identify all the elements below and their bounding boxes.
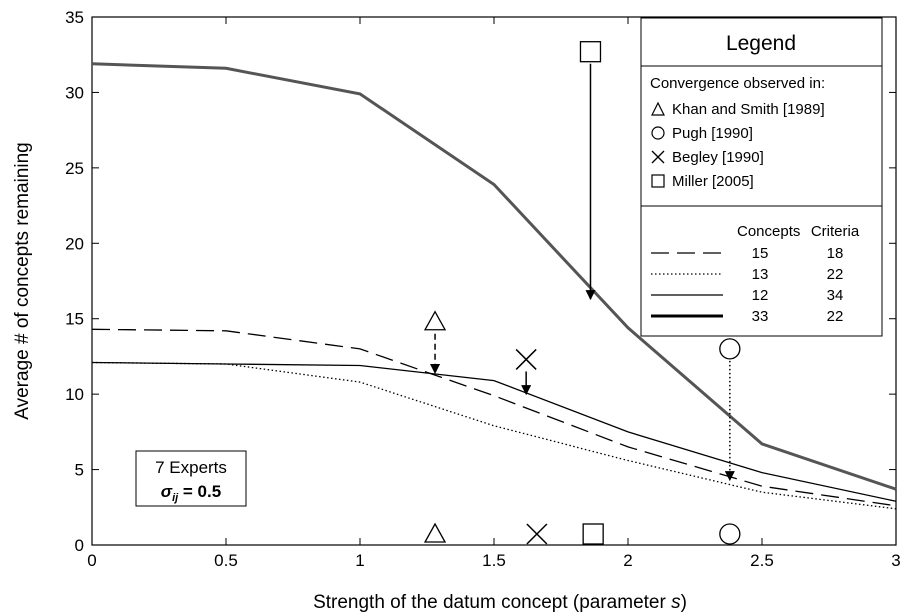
legend-criteria-value: 18 (827, 245, 844, 262)
legend-series-item: 12 34 (651, 287, 843, 304)
legend-concepts-value: 15 (752, 245, 769, 262)
legend-series-item: 33 22 (651, 308, 843, 325)
legend-box (640, 17, 883, 337)
x-tick-label: 0 (87, 551, 96, 570)
legend-criteria-value: 22 (827, 266, 844, 283)
legend-criteria-value: 34 (827, 287, 844, 304)
legend-obs-label: Miller [2005] (672, 173, 754, 190)
axis-marker-circle (719, 523, 741, 545)
y-tick-label: 5 (75, 461, 84, 480)
legend-triangle-icon (651, 101, 665, 116)
x-axis-title: Strength of the datum concept (parameter… (313, 592, 687, 613)
legend-title: Legend (726, 32, 796, 55)
legend-obs-label: Pugh [1990] (672, 125, 753, 142)
y-tick-label: 15 (65, 310, 84, 329)
y-tick-label: 20 (65, 234, 84, 253)
x-tick-label: 3 (891, 551, 900, 570)
legend-col-criteria: Criteria (811, 223, 860, 240)
legend-concepts-value: 33 (752, 308, 769, 325)
y-axis-title: Average # of concepts remaining (12, 142, 33, 419)
x-tick-label: 1 (355, 551, 364, 570)
y-tick-label: 35 (65, 8, 84, 27)
sigma-label: σij = 0.5 (161, 482, 221, 504)
legend-criteria-value: 22 (827, 308, 844, 325)
legend-concepts-value: 12 (752, 287, 769, 304)
legend: Legend Convergence observed in: Khan and… (640, 17, 883, 337)
legend-obs-label: Begley [1990] (672, 149, 764, 166)
observation-marker-circle (719, 338, 741, 360)
y-tick-label: 10 (65, 385, 84, 404)
x-tick-label: 0.5 (214, 551, 238, 570)
x-tick-label: 1.5 (482, 551, 506, 570)
axis-marker-square (582, 523, 604, 545)
legend-obs-item: Miller [2005] (651, 173, 754, 190)
legend-subtitle: Convergence observed in: (650, 75, 825, 92)
y-tick-label: 0 (75, 536, 84, 555)
legend-obs-item: Pugh [1990] (651, 125, 753, 142)
observation-marker-square (579, 41, 602, 63)
legend-series-item: 13 22 (651, 266, 843, 283)
y-tick-label: 25 (65, 159, 84, 178)
observation-marker-triangle (423, 310, 447, 331)
x-tick-label: 2 (623, 551, 632, 570)
legend-square-icon (651, 174, 665, 188)
legend-concepts-value: 13 (752, 266, 769, 283)
legend-obs-item: Khan and Smith [1989] (651, 101, 825, 118)
legend-col-concepts: Concepts (737, 223, 800, 240)
axis-marker-triangle (423, 522, 447, 543)
experts-annotation: 7 Experts σij = 0.5 (135, 450, 247, 507)
y-tick-label: 30 (65, 83, 84, 102)
series-line-dashed (91, 328, 897, 507)
series-line-thick (91, 62, 897, 491)
legend-obs-item: Begley [1990] (651, 149, 764, 166)
experts-label: 7 Experts (155, 458, 227, 477)
axis-marker-x (526, 523, 548, 545)
x-tick-label: 2.5 (750, 551, 774, 570)
legend-obs-label: Khan and Smith [1989] (672, 101, 825, 118)
legend-circle-icon (651, 126, 665, 140)
series-line-solid (91, 361, 897, 502)
observation-marker-x (515, 348, 537, 370)
legend-series-item: 15 18 (651, 245, 843, 262)
